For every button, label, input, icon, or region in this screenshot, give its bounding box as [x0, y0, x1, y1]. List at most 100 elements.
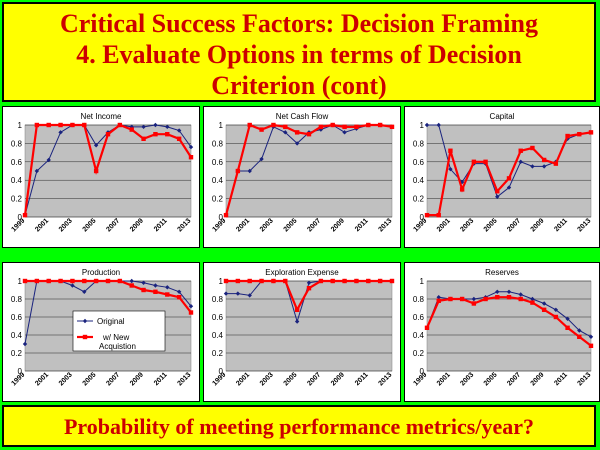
- y-tick-label: 1: [18, 121, 23, 130]
- data-point-new-acquisition: [176, 136, 182, 141]
- chart-reserves: Reserves 0 0.2 0.4 0.6 0.8 1 1999 2001 2003 2005 20…: [412, 268, 594, 387]
- data-point-new-acquisition: [223, 278, 229, 284]
- footer-question: Probability of meeting performance metri…: [63, 414, 534, 439]
- data-point-new-acquisition: [188, 310, 194, 315]
- x-tick-label: 2005: [483, 217, 499, 233]
- x-tick-label: 2005: [283, 371, 299, 387]
- data-point-new-acquisition: [93, 278, 99, 284]
- data-point-new-acquisition: [588, 130, 594, 135]
- data-point-new-acquisition: [306, 286, 312, 291]
- data-point-new-acquisition: [588, 343, 594, 348]
- data-point-new-acquisition: [483, 296, 488, 302]
- x-tick-label: 2001: [436, 217, 452, 233]
- y-tick-label: 0.4: [413, 331, 425, 340]
- data-point-new-acquisition: [247, 122, 252, 128]
- x-tick-label: 2003: [58, 371, 74, 387]
- x-tick-label: 2013: [176, 217, 192, 233]
- x-tick-label: 2007: [506, 217, 522, 233]
- data-point-original: [342, 130, 347, 135]
- title-line-2: 4. Evaluate Options in terms of Decision: [76, 40, 522, 69]
- data-point-new-acquisition: [318, 124, 324, 130]
- data-point-original: [294, 319, 300, 324]
- data-point-original: [165, 124, 170, 130]
- y-tick-label: 1: [18, 277, 23, 286]
- x-tick-label: 2001: [235, 217, 251, 233]
- data-point-original: [294, 141, 300, 146]
- chart-production: Production 0 0.2 0.4 0.6 0.8 1 1999 2001 2003 2005…: [10, 268, 194, 387]
- chart-panel-reserves: Reserves 0 0.2 0.4 0.6 0.8 1 1999 2001 2003 2005 20…: [404, 262, 600, 402]
- x-tick-label: 2007: [506, 371, 522, 387]
- y-tick-label: 0.6: [212, 158, 224, 167]
- data-point-new-acquisition: [129, 283, 134, 288]
- data-point-new-acquisition: [283, 124, 288, 130]
- x-tick-label: 2005: [283, 217, 299, 233]
- y-tick-label: 0.2: [212, 349, 224, 358]
- data-point-new-acquisition: [342, 124, 347, 130]
- data-point-new-acquisition: [377, 278, 383, 284]
- x-tick-label: 2011: [153, 217, 169, 233]
- data-point-new-acquisition: [354, 124, 359, 130]
- data-point-new-acquisition: [58, 122, 63, 128]
- plot-area: [426, 124, 592, 218]
- data-point-original: [141, 280, 146, 285]
- y-tick-label: 0.6: [212, 313, 224, 322]
- x-tick-label: 2001: [436, 371, 452, 387]
- data-point-new-acquisition: [22, 212, 28, 218]
- data-point-new-acquisition: [541, 157, 547, 163]
- data-point-new-acquisition: [235, 168, 241, 174]
- data-point-new-acquisition: [366, 122, 371, 128]
- y-tick-label: 0.8: [11, 139, 23, 148]
- chart-net-income: Net Income 0 0.2 0.4 0.6 0.8 1 1999 2001 2003 2005…: [10, 112, 194, 233]
- data-point-original: [448, 166, 453, 172]
- chart-title: Net Cash Flow: [276, 112, 329, 121]
- y-tick-label: 0: [18, 367, 23, 376]
- data-point-new-acquisition: [436, 212, 441, 218]
- data-point-new-acquisition: [153, 132, 158, 137]
- data-point-new-acquisition: [577, 334, 582, 339]
- data-point-new-acquisition: [93, 168, 99, 174]
- x-tick-label: 2011: [354, 371, 370, 387]
- legend-marker-original: [82, 318, 88, 324]
- data-point-original: [46, 157, 51, 163]
- data-point-new-acquisition: [259, 278, 264, 284]
- data-point-new-acquisition: [129, 127, 134, 132]
- y-tick-label: 0: [219, 213, 224, 222]
- data-point-new-acquisition: [577, 132, 582, 137]
- legend-box: [72, 310, 166, 352]
- data-point-new-acquisition: [459, 187, 465, 192]
- data-point-new-acquisition: [424, 212, 430, 218]
- x-tick-label: 1999: [211, 217, 227, 233]
- y-tick-label: 0.4: [212, 176, 224, 185]
- data-point-original: [153, 122, 158, 128]
- data-point-original: [518, 292, 523, 297]
- y-tick-label: 0.4: [413, 176, 425, 185]
- data-point-new-acquisition: [342, 278, 347, 284]
- chart-capital: Capital 0 0.2 0.4 0.6 0.8 1 1999 2001 2003 2005 200…: [412, 112, 594, 233]
- y-tick-label: 0.2: [413, 195, 425, 204]
- data-point-new-acquisition: [389, 278, 395, 284]
- data-point-new-acquisition: [70, 278, 75, 284]
- x-tick-label: 2005: [483, 371, 499, 387]
- data-point-new-acquisition: [117, 278, 123, 284]
- y-tick-label: 0.6: [413, 313, 425, 322]
- data-point-original: [565, 316, 570, 321]
- data-point-original: [259, 156, 264, 162]
- data-point-new-acquisition: [117, 122, 123, 128]
- data-point-new-acquisition: [530, 300, 535, 305]
- x-tick-label: 2009: [330, 371, 346, 387]
- chart-title: Reserves: [485, 268, 519, 277]
- legend-marker-new: [82, 334, 88, 340]
- data-point-new-acquisition: [541, 307, 547, 312]
- y-tick-label: 0.8: [11, 295, 23, 304]
- data-point-new-acquisition: [34, 278, 40, 284]
- data-point-original: [436, 295, 441, 300]
- x-tick-label: 1999: [10, 217, 26, 233]
- y-tick-label: 0.4: [11, 331, 23, 340]
- data-point-original: [165, 285, 170, 290]
- plot-area: [225, 280, 393, 372]
- y-tick-label: 0.6: [413, 158, 425, 167]
- chart-panel-capital: Capital 0 0.2 0.4 0.6 0.8 1 1999 2001 2003 2005 200…: [404, 106, 600, 248]
- x-tick-label: 2003: [259, 217, 275, 233]
- y-tick-label: 0.4: [212, 331, 224, 340]
- data-point-new-acquisition: [70, 122, 75, 128]
